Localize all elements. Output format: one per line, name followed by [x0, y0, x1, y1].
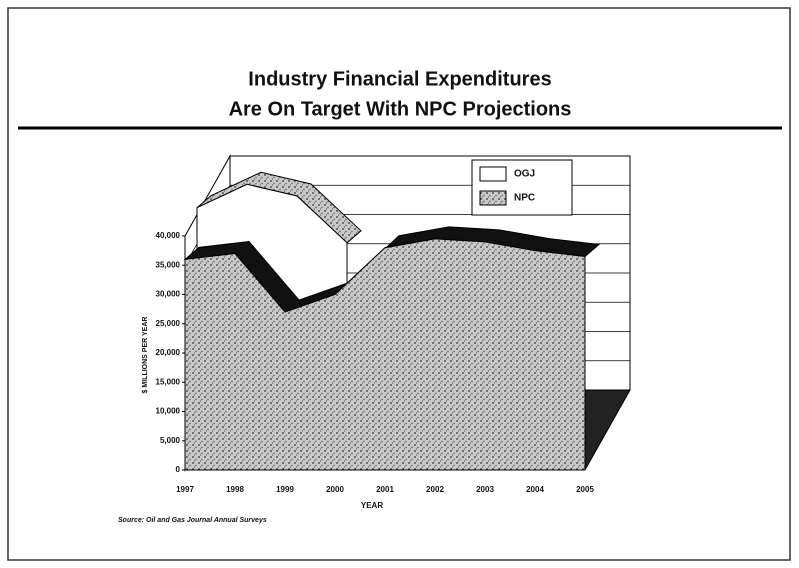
plot: 0 5,000 10,000 15,000 20,000 25,000 30,000 35,0… — [156, 154, 631, 494]
y-tick-label: 35,000 — [156, 260, 181, 269]
x-tick-label: 1999 — [276, 485, 294, 494]
legend-swatch — [479, 190, 507, 206]
legend-label: OGJ — [514, 169, 535, 180]
x-tick-label: 1997 — [176, 485, 194, 494]
y-tick-label: 15,000 — [156, 377, 181, 386]
x-axis-label: YEAR — [361, 501, 383, 510]
chart-title: Industry Financial Expenditures — [248, 68, 551, 90]
y-tick-label: 10,000 — [156, 407, 181, 416]
y-axis-label: $ MILLIONS PER YEAR — [142, 317, 149, 394]
legend-label: NPC — [514, 193, 535, 204]
y-tick-label: 20,000 — [156, 348, 181, 357]
x-tick-label: 2002 — [426, 485, 444, 494]
x-tick-label: 1998 — [226, 485, 244, 494]
x-tick-label: 2001 — [376, 485, 394, 494]
x-tick-label: 2005 — [576, 485, 594, 494]
y-tick-label: 25,000 — [156, 319, 181, 328]
source-note: Source: Oil and Gas Journal Annual Surve… — [118, 517, 267, 524]
y-tick-label: 40,000 — [156, 231, 181, 240]
area — [184, 238, 586, 471]
x-tick-label: 2004 — [526, 485, 544, 494]
slide-frame — [7, 7, 791, 561]
chart-subtitle: Are On Target With NPC Projections — [229, 98, 572, 120]
y-tick-label: 5,000 — [160, 436, 181, 445]
legend-swatch — [479, 166, 507, 182]
y-tick-label: 30,000 — [156, 290, 181, 299]
y-tick-label: 0 — [176, 465, 181, 474]
x-tick-label: 2003 — [476, 485, 494, 494]
x-tick-label: 2000 — [326, 485, 344, 494]
